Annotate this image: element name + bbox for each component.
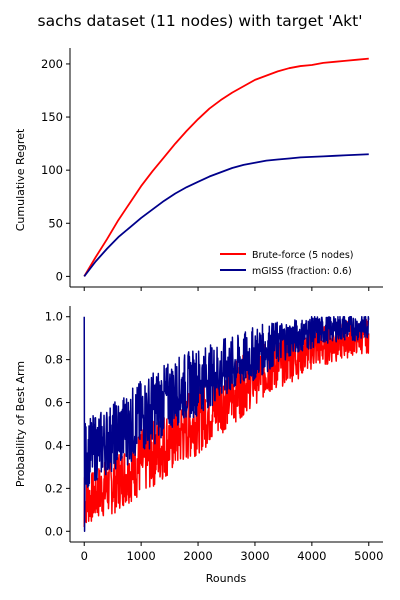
probability-best-arm-panel: 0 1000 2000 3000 4000 5000 0.0 0.2 0.4 0.6 0.8 1.0…	[14, 306, 383, 585]
x-tick-label: 4000	[297, 549, 326, 563]
x-tick-label: 2000	[183, 549, 212, 563]
x-tick-label: 1000	[126, 549, 155, 563]
bottom-series-group	[83, 315, 370, 533]
bottom-y-ticks: 0.0 0.2 0.4 0.6 0.8 1.0	[45, 310, 70, 538]
legend-label-brute-force: Brute-force (5 nodes)	[252, 250, 354, 261]
brute-force-series-line	[83, 57, 369, 277]
bottom-y-axis-label: Probability of Best Arm	[14, 361, 27, 487]
y-tick-label: 0.2	[45, 481, 63, 495]
top-y-ticks: 0 50 100 150 200	[41, 57, 70, 283]
y-tick-label: 150	[41, 110, 63, 124]
mgiss-series-line	[83, 315, 370, 533]
cumulative-regret-panel: 0 50 100 150 200 Cumulative Regret Brute-for…	[14, 48, 383, 291]
y-tick-label: 50	[48, 216, 63, 230]
y-tick-label: 200	[41, 57, 63, 71]
y-tick-label: 0.0	[45, 524, 63, 538]
x-tick-label: 5000	[354, 549, 383, 563]
y-tick-label: 1.0	[45, 310, 63, 324]
bottom-x-axis-label: Rounds	[206, 572, 247, 585]
top-y-axis-label: Cumulative Regret	[14, 128, 27, 231]
mgiss-series-line	[83, 153, 369, 277]
x-tick-label: 0	[81, 549, 88, 563]
y-tick-label: 0	[56, 269, 63, 283]
y-tick-label: 100	[41, 163, 63, 177]
x-tick-label: 3000	[240, 549, 269, 563]
bottom-x-ticks: 0 1000 2000 3000 4000 5000	[81, 542, 383, 563]
y-tick-label: 0.4	[45, 438, 63, 452]
top-x-ticks	[83, 287, 370, 291]
legend: Brute-force (5 nodes) mGISS (fraction: 0…	[220, 250, 354, 277]
y-tick-label: 0.6	[45, 396, 63, 410]
chart-title: sachs dataset (11 nodes) with target 'Ak…	[38, 12, 363, 30]
top-series-group	[83, 57, 369, 277]
y-tick-label: 0.8	[45, 353, 63, 367]
legend-label-mgiss: mGISS (fraction: 0.6)	[252, 266, 352, 277]
